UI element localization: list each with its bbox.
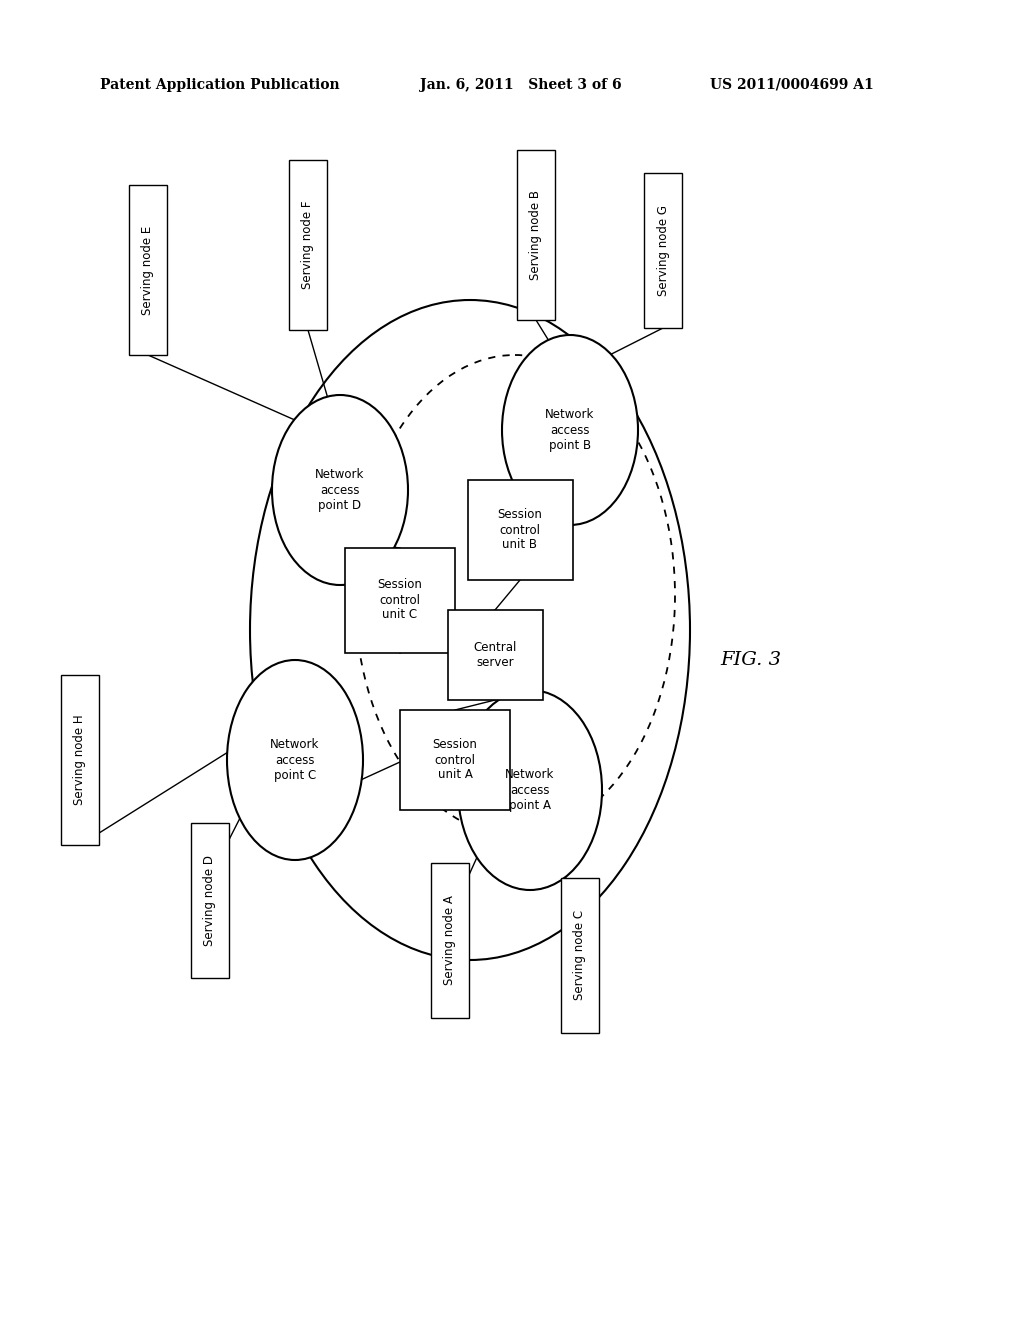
- Bar: [447, 610, 543, 700]
- Text: Network
access
point A: Network access point A: [505, 768, 555, 812]
- Text: Network
access
point D: Network access point D: [315, 469, 365, 511]
- Bar: [129, 185, 167, 355]
- Text: Network
access
point B: Network access point B: [546, 408, 595, 451]
- Bar: [517, 150, 555, 319]
- Bar: [400, 710, 510, 810]
- Text: Serving node F: Serving node F: [301, 201, 314, 289]
- Text: Session
control
unit A: Session control unit A: [432, 738, 477, 781]
- Text: Jan. 6, 2011   Sheet 3 of 6: Jan. 6, 2011 Sheet 3 of 6: [420, 78, 622, 92]
- Text: Network
access
point C: Network access point C: [270, 738, 319, 781]
- Ellipse shape: [227, 660, 362, 861]
- Text: Serving node A: Serving node A: [443, 895, 457, 985]
- Bar: [431, 862, 469, 1018]
- Bar: [345, 548, 455, 652]
- Text: US 2011/0004699 A1: US 2011/0004699 A1: [710, 78, 873, 92]
- Text: Serving node B: Serving node B: [529, 190, 543, 280]
- Ellipse shape: [502, 335, 638, 525]
- Bar: [191, 822, 229, 978]
- Bar: [289, 160, 327, 330]
- Text: Session
control
unit B: Session control unit B: [498, 508, 543, 552]
- Text: Session
control
unit C: Session control unit C: [378, 578, 423, 622]
- Text: FIG. 3: FIG. 3: [720, 651, 781, 669]
- Bar: [468, 480, 572, 579]
- Ellipse shape: [458, 690, 602, 890]
- Text: Serving node G: Serving node G: [656, 205, 670, 296]
- Text: Patent Application Publication: Patent Application Publication: [100, 78, 340, 92]
- Bar: [561, 878, 599, 1032]
- Text: Serving node C: Serving node C: [573, 909, 587, 1001]
- Ellipse shape: [272, 395, 408, 585]
- Text: Serving node D: Serving node D: [204, 854, 216, 945]
- Bar: [644, 173, 682, 327]
- Text: Serving node H: Serving node H: [74, 714, 86, 805]
- Bar: [61, 675, 99, 845]
- Text: Serving node E: Serving node E: [141, 226, 155, 314]
- Text: Central
server: Central server: [473, 642, 517, 669]
